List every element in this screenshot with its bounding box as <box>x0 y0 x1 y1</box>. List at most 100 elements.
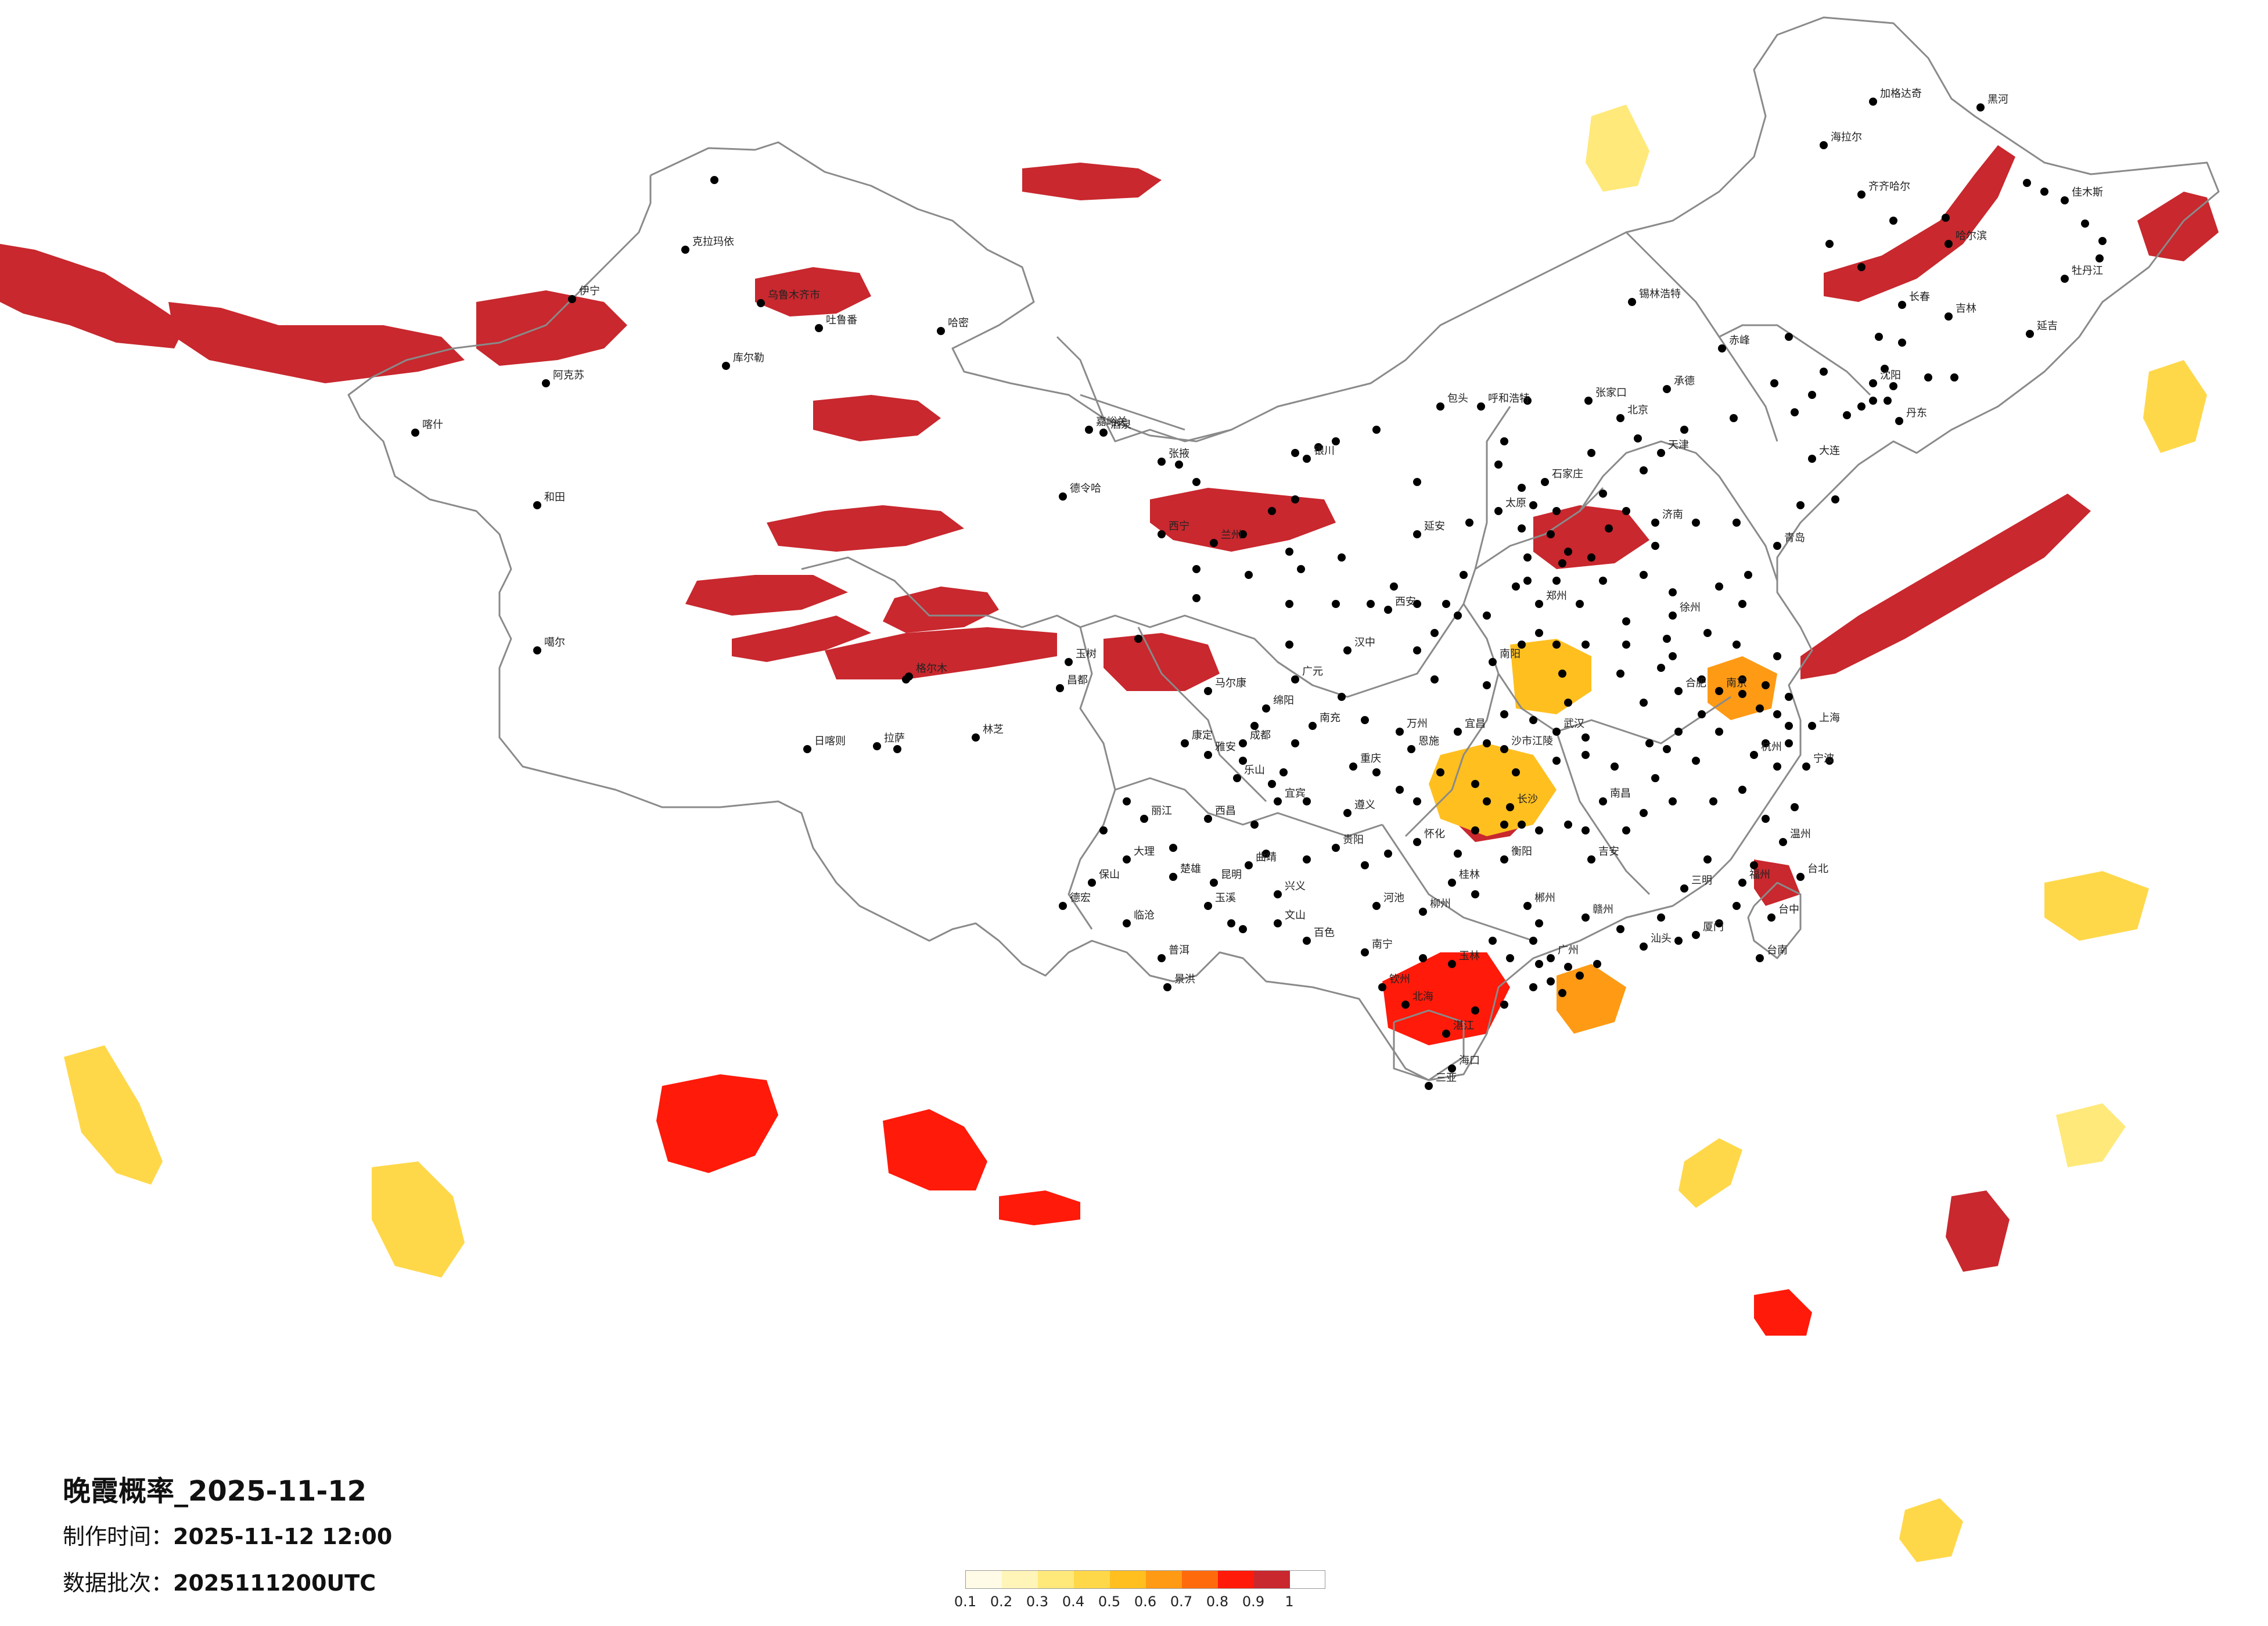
city-label: 台南 <box>1767 944 1788 956</box>
city-marker: 吕梁 <box>1465 519 1473 527</box>
city-marker: 玉溪 <box>1204 902 1212 910</box>
legend-swatch <box>1182 1571 1218 1588</box>
city-label: 康定 <box>1192 729 1213 742</box>
probability-patch <box>825 627 1057 679</box>
probability-patch <box>1899 1498 1963 1562</box>
city-marker: 哈尔滨 <box>1944 240 1953 248</box>
city-marker: 盐城 <box>1773 652 1781 660</box>
city-marker: 聊城 <box>1605 524 1613 533</box>
city-label: 延吉 <box>2037 320 2058 332</box>
city-label: 雅安 <box>1215 741 1236 753</box>
city-label: 景洪 <box>1174 973 1195 985</box>
probability-patch <box>685 575 848 616</box>
city-marker: 黔江 <box>1396 786 1404 794</box>
probability-patch <box>1429 743 1557 836</box>
city-label: 延安 <box>1424 520 1445 533</box>
city-marker: 德令哈 <box>1059 492 1067 501</box>
city-label: 宁波 <box>1813 753 1834 765</box>
city-label: 海口 <box>1459 1055 1480 1067</box>
city-marker: 甘南 <box>1192 594 1201 602</box>
city-marker: 海拉尔 <box>1820 141 1828 149</box>
city-marker: 阜阳 <box>1616 670 1624 678</box>
city-label: 佳木斯 <box>2072 186 2103 199</box>
city-marker: 丽水 <box>1762 815 1770 823</box>
city-marker: 鞍山 <box>1857 402 1866 411</box>
city-label: 宜昌 <box>1465 718 1486 730</box>
city-label: 楚雄 <box>1180 863 1201 875</box>
city-marker: 镇江 <box>1738 690 1746 698</box>
city-label: 丽江 <box>1151 805 1172 817</box>
city-label: 石家庄 <box>1552 468 1583 480</box>
city-marker: 酒泉 <box>1099 429 1108 437</box>
city-marker: 沙市江陵 <box>1500 745 1508 753</box>
city-label: 台中 <box>1778 904 1799 916</box>
probability-layer <box>0 105 2219 1562</box>
city-marker: 郑州 <box>1535 600 1543 608</box>
city-marker: 台南 <box>1756 954 1764 962</box>
city-marker: 大理 <box>1123 855 1131 864</box>
city-marker: 安庆 <box>1645 739 1654 747</box>
city-label: 遵义 <box>1354 799 1375 811</box>
probability-patch <box>1104 633 1220 691</box>
city-label: 哈尔滨 <box>1956 230 1987 242</box>
legend-swatch <box>966 1571 1002 1588</box>
city-marker: 三亚 <box>1425 1082 1433 1090</box>
city-marker: 凯里 <box>1384 850 1392 858</box>
city-label: 格尔木 <box>916 663 947 675</box>
city-marker: 汕头 <box>1640 942 1648 951</box>
probability-patch <box>1946 1190 2010 1272</box>
city-label: 酒泉 <box>1110 419 1131 431</box>
city-marker: 昌都 <box>1056 684 1064 692</box>
city-marker: 漯河 <box>1552 641 1561 649</box>
city-label: 玉林 <box>1459 950 1480 962</box>
city-marker: 迪庆 <box>1123 797 1131 805</box>
city-marker: 厦门 <box>1692 931 1700 939</box>
city-marker: 开封 <box>1576 600 1584 608</box>
city-marker: 雅安 <box>1204 751 1212 759</box>
city-label: 噶尔 <box>544 636 565 649</box>
city-marker: 平凉 <box>1297 565 1305 573</box>
city-marker: 阿拉善盟 <box>1291 449 1299 457</box>
legend-swatch <box>1110 1571 1146 1588</box>
city-marker: 洛阳 <box>1483 611 1491 620</box>
city-marker: 沈阳 <box>1869 379 1877 387</box>
city-marker: 济宁 <box>1640 571 1648 579</box>
city-label: 赤峰 <box>1729 334 1750 347</box>
city-marker: 绍兴 <box>1773 762 1781 771</box>
city-marker: 德宏 <box>1059 902 1067 910</box>
city-label: 张掖 <box>1169 448 1189 460</box>
city-label: 桂林 <box>1459 869 1480 881</box>
city-marker: 伊宁 <box>568 295 576 303</box>
city-label: 三亚 <box>1436 1072 1457 1084</box>
city-label: 哈密 <box>948 317 969 329</box>
city-marker: 亳州 <box>1622 641 1630 649</box>
city-marker: 贵港 <box>1419 954 1427 962</box>
city-marker: 玉树 <box>1065 658 1073 666</box>
city-marker: 佛山 <box>1535 960 1543 968</box>
city-label: 厦门 <box>1703 921 1724 933</box>
city-label: 银川 <box>1314 445 1335 457</box>
city-marker: 恩施 <box>1407 745 1415 753</box>
legend-tick-label: 0.2 <box>990 1593 1013 1610</box>
city-marker: 鄂尔多斯 <box>1372 426 1381 434</box>
admin-boundary <box>1056 336 1232 443</box>
legend-color-bar <box>965 1570 1325 1589</box>
city-marker: 梧州 <box>1489 937 1497 945</box>
city-label: 恩施 <box>1418 735 1439 747</box>
city-marker: 常德 <box>1471 780 1479 788</box>
city-marker: 长春 <box>1898 301 1906 309</box>
city-marker: 蚌埠 <box>1669 652 1677 660</box>
city-label: 南充 <box>1320 712 1340 724</box>
city-label: 乐山 <box>1244 764 1265 776</box>
city-marker: 扬州 <box>1738 675 1746 684</box>
probability-patch <box>2143 360 2207 453</box>
city-marker: 武威 <box>1192 478 1201 486</box>
city-marker: 怀化 <box>1413 838 1421 846</box>
city-marker: 泰州 <box>1762 681 1770 689</box>
city-marker: 湛江 <box>1442 1030 1450 1038</box>
city-marker: 攀枝花 <box>1169 844 1177 852</box>
legend-tick-label: 0.7 <box>1170 1593 1193 1610</box>
city-marker: 自贡 <box>1268 780 1276 788</box>
city-marker: 莆田 <box>1733 902 1741 910</box>
